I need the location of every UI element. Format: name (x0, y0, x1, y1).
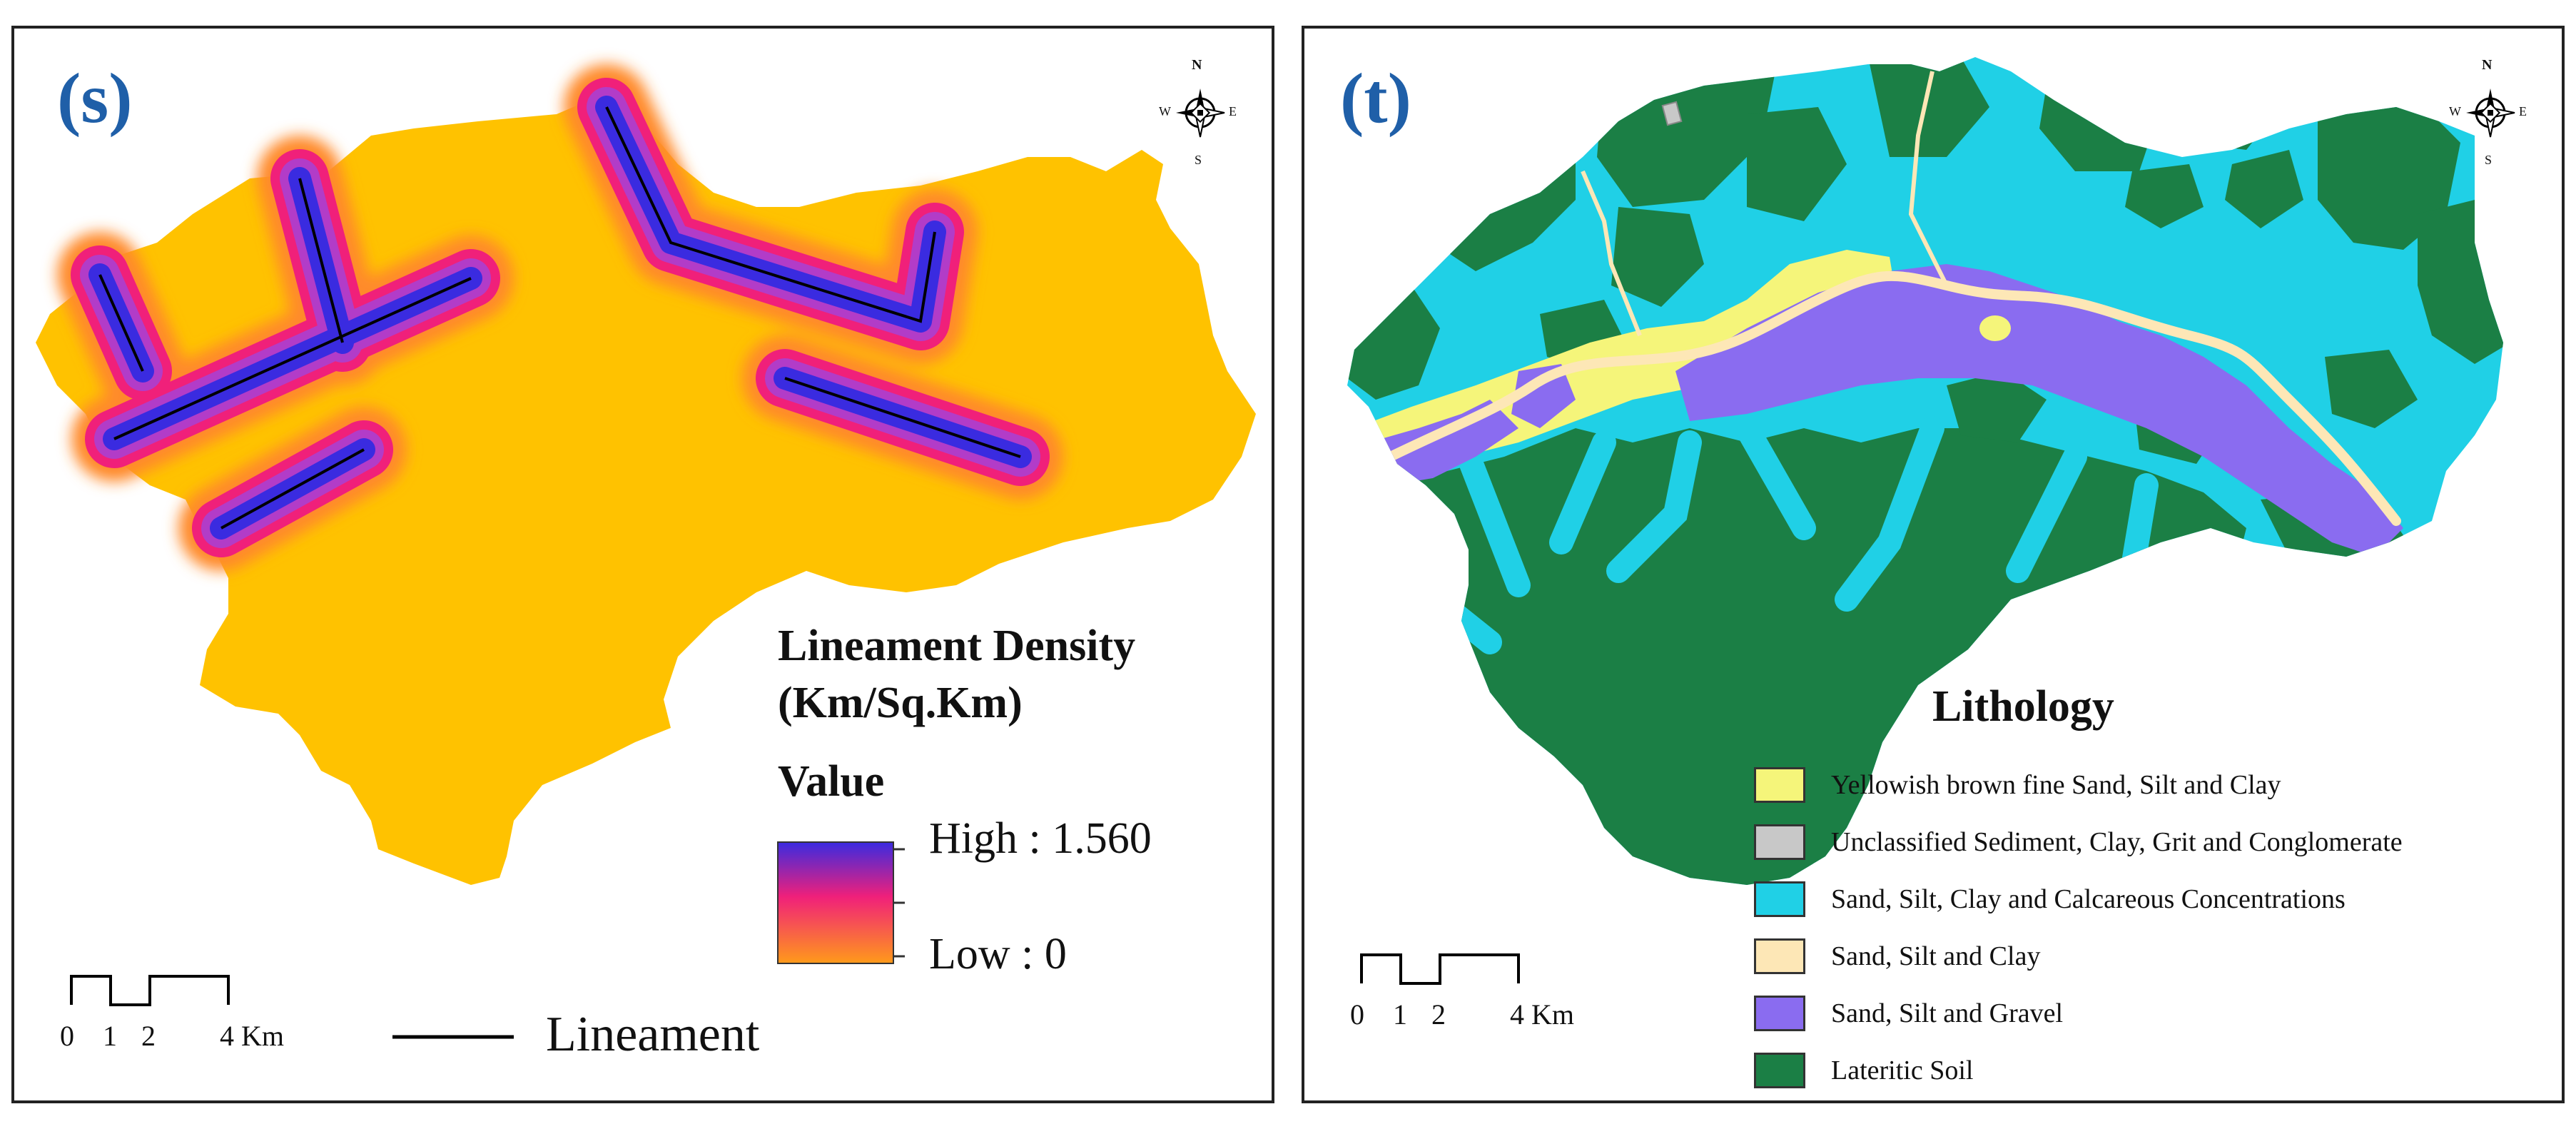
compass-s-label: S (2485, 153, 2493, 167)
lithology-map (1347, 57, 2515, 985)
legend-title: Lithology (1932, 682, 2114, 731)
lineament-line (98, 274, 144, 372)
legend-item: Sand, Silt and Clay (1754, 931, 2040, 981)
lineament-line (113, 277, 472, 440)
scale-tick-1: 1 (103, 1020, 117, 1052)
compass-e-label: E (2519, 104, 2527, 118)
legend-swatch (1754, 767, 1805, 803)
scale-bar (70, 975, 230, 1006)
lineament-line (784, 377, 1021, 458)
legend-item: Lateritic Soil (1754, 1045, 1973, 1095)
legend-swatch (1754, 1053, 1805, 1088)
legend-item-label: Yellowish brown fine Sand, Silt and Clay (1831, 770, 2281, 800)
legend-item-label: Sand, Silt and Clay (1831, 941, 2041, 971)
legend-value-heading: Value (778, 757, 885, 806)
scale-bar (1360, 953, 1520, 985)
legend-swatch (1754, 996, 1805, 1031)
legend-item-label: Lateritic Soil (1831, 1055, 1974, 1085)
north-arrow-compass (1176, 88, 1225, 138)
compass-s-label: S (1195, 153, 1202, 167)
compass-e-label: E (1229, 104, 1237, 118)
scale-tick-2: 2 (1431, 998, 1446, 1031)
legend-high-label: High : 1.560 (929, 814, 1152, 863)
legend-item-label: Unclassified Sediment, Clay, Grit and Co… (1831, 827, 2403, 857)
panel-label: (t) (1340, 59, 1411, 138)
legend-item: Unclassified Sediment, Clay, Grit and Co… (1754, 817, 2403, 867)
lineament-density-map (36, 64, 1256, 1039)
north-arrow-compass (2466, 88, 2515, 138)
lithology-panel: (t) N S E W Lithology Yellowish brown fi… (1302, 26, 2565, 1103)
scale-tick-0: 0 (1350, 998, 1364, 1031)
lineament-density-panel: (s) N S E W Lineament Density (Km/Sq.Km)… (11, 26, 1274, 1103)
lineament-legend-label: Lineament (546, 1007, 760, 1062)
scale-tick-1: 1 (1393, 998, 1407, 1031)
lineament-line (220, 448, 365, 530)
legend-swatch (1754, 881, 1805, 917)
scale-tick-2: 2 (141, 1020, 156, 1052)
lineament-line (298, 178, 344, 343)
compass-w-label: W (1159, 104, 1171, 118)
legend-item-label: Sand, Silt, Clay and Calcareous Concentr… (1831, 884, 2346, 914)
compass-n-label: N (1192, 57, 1202, 73)
compass-n-label: N (2482, 57, 2493, 73)
scale-tick-0: 0 (60, 1020, 74, 1052)
compass-w-label: W (2449, 104, 2461, 118)
scale-tick-4km: 4 Km (220, 1020, 284, 1052)
panel-label: (s) (57, 59, 133, 138)
legend-units: (Km/Sq.Km) (778, 679, 1023, 727)
legend-swatch (1754, 824, 1805, 860)
legend-item-label: Sand, Silt and Gravel (1831, 998, 2064, 1028)
legend-swatch (1754, 938, 1805, 974)
legend-title: Lineament Density (778, 622, 1136, 670)
scale-tick-4km: 4 Km (1510, 998, 1574, 1031)
lineament-lines (98, 106, 1021, 530)
legend-item: Sand, Silt, Clay and Calcareous Concentr… (1754, 874, 2346, 924)
legend-item: Yellowish brown fine Sand, Silt and Clay (1754, 760, 2281, 810)
legend-item: Sand, Silt and Gravel (1754, 988, 2063, 1038)
density-color-ramp (777, 841, 894, 964)
lineament-line (605, 106, 936, 323)
legend-low-label: Low : 0 (929, 930, 1067, 978)
